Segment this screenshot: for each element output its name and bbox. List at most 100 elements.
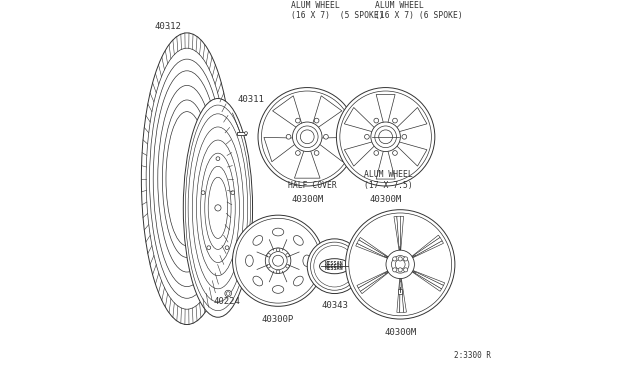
Circle shape [286, 264, 289, 268]
Polygon shape [318, 137, 351, 162]
Polygon shape [411, 235, 440, 257]
Circle shape [402, 134, 406, 139]
Polygon shape [344, 141, 376, 166]
Text: 40300M: 40300M [369, 195, 402, 204]
Circle shape [266, 248, 291, 273]
Polygon shape [264, 137, 296, 162]
Polygon shape [412, 270, 445, 285]
Circle shape [292, 122, 322, 151]
Polygon shape [357, 240, 385, 257]
Circle shape [269, 251, 287, 270]
Polygon shape [396, 141, 427, 166]
Circle shape [201, 191, 205, 195]
Polygon shape [358, 273, 386, 291]
Text: 40343: 40343 [321, 301, 348, 310]
Polygon shape [312, 96, 342, 128]
Circle shape [392, 151, 397, 155]
Ellipse shape [253, 276, 262, 286]
Circle shape [404, 268, 408, 272]
Circle shape [225, 290, 232, 297]
Circle shape [258, 87, 356, 186]
Circle shape [216, 157, 220, 161]
Circle shape [286, 134, 291, 139]
Circle shape [276, 270, 280, 273]
Polygon shape [415, 237, 442, 256]
Polygon shape [294, 149, 320, 178]
Circle shape [346, 210, 455, 319]
Circle shape [244, 132, 248, 135]
Circle shape [296, 126, 318, 148]
Ellipse shape [319, 259, 349, 274]
Circle shape [273, 255, 284, 266]
Circle shape [231, 191, 235, 195]
Polygon shape [400, 282, 404, 312]
Text: NISSAN: NISSAN [325, 266, 344, 272]
Circle shape [398, 268, 403, 272]
Circle shape [392, 256, 409, 273]
Polygon shape [273, 96, 302, 128]
Circle shape [404, 257, 408, 261]
Circle shape [337, 87, 435, 186]
Ellipse shape [183, 99, 253, 317]
Circle shape [215, 205, 221, 211]
Circle shape [392, 118, 397, 123]
Text: 40300P: 40300P [262, 315, 294, 324]
Ellipse shape [273, 286, 284, 293]
Text: 40312: 40312 [154, 22, 181, 31]
Text: NISSAN: NISSAN [325, 264, 344, 269]
Circle shape [276, 248, 280, 251]
Text: ALUM WHEEL
(16 X 7) (6 SPOKE): ALUM WHEEL (16 X 7) (6 SPOKE) [374, 1, 463, 20]
Circle shape [393, 268, 397, 272]
Circle shape [379, 130, 392, 144]
Ellipse shape [294, 235, 303, 245]
Circle shape [296, 118, 300, 123]
Polygon shape [396, 108, 427, 132]
Bar [398, 289, 403, 295]
Text: 2:3300 R: 2:3300 R [454, 351, 492, 360]
Circle shape [267, 254, 270, 257]
Circle shape [267, 264, 270, 268]
Ellipse shape [273, 228, 284, 236]
Circle shape [225, 246, 229, 250]
Circle shape [365, 134, 369, 139]
Text: 40311: 40311 [237, 95, 264, 104]
Polygon shape [401, 278, 406, 312]
Text: ALUM WHEEL
(16 X 7)  (5 SPOKE): ALUM WHEEL (16 X 7) (5 SPOKE) [291, 1, 383, 20]
Circle shape [375, 126, 396, 148]
Text: 40224: 40224 [214, 297, 241, 306]
Circle shape [398, 257, 403, 261]
Polygon shape [412, 241, 444, 258]
Circle shape [374, 151, 379, 155]
Polygon shape [400, 216, 404, 251]
Circle shape [374, 118, 379, 123]
Polygon shape [376, 150, 395, 179]
Ellipse shape [141, 33, 232, 324]
Bar [237, 132, 246, 135]
Circle shape [371, 122, 401, 151]
Circle shape [393, 257, 397, 261]
Text: NISSAN: NISSAN [325, 261, 344, 266]
Circle shape [324, 134, 328, 139]
Ellipse shape [303, 255, 310, 266]
Circle shape [232, 215, 324, 306]
Polygon shape [376, 94, 395, 124]
Ellipse shape [246, 255, 253, 266]
Ellipse shape [253, 235, 262, 245]
Circle shape [207, 246, 211, 250]
Polygon shape [359, 237, 389, 258]
Circle shape [227, 292, 230, 295]
Circle shape [300, 130, 314, 144]
Ellipse shape [294, 276, 303, 286]
Text: 40300M: 40300M [291, 195, 323, 204]
Text: HALF COVER: HALF COVER [288, 181, 337, 190]
Circle shape [314, 118, 319, 123]
Circle shape [307, 239, 362, 294]
Circle shape [286, 254, 289, 257]
Polygon shape [356, 243, 388, 259]
Polygon shape [357, 270, 389, 288]
Circle shape [386, 250, 415, 279]
Circle shape [396, 259, 405, 269]
Circle shape [314, 151, 319, 155]
Circle shape [296, 151, 300, 155]
Polygon shape [397, 278, 400, 312]
